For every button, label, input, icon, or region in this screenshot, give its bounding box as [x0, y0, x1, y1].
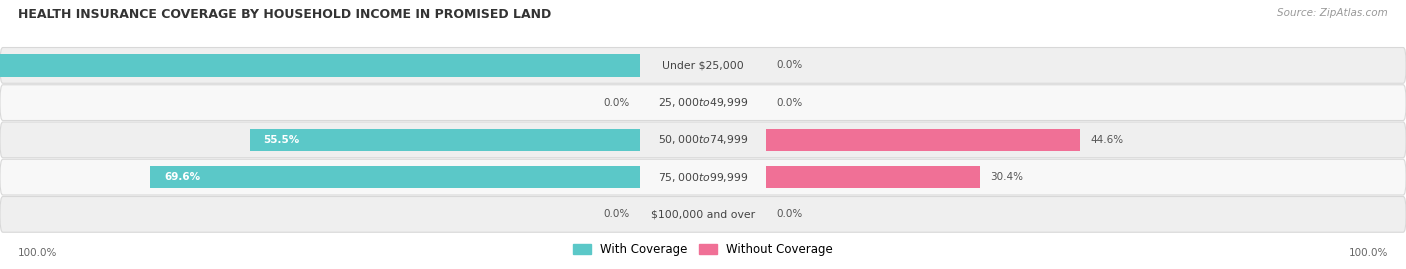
Text: $75,000 to $99,999: $75,000 to $99,999 — [658, 171, 748, 184]
Text: 69.6%: 69.6% — [165, 172, 201, 182]
FancyBboxPatch shape — [0, 159, 1406, 195]
Bar — [150, 166, 640, 188]
Text: $25,000 to $49,999: $25,000 to $49,999 — [658, 96, 748, 109]
Text: HEALTH INSURANCE COVERAGE BY HOUSEHOLD INCOME IN PROMISED LAND: HEALTH INSURANCE COVERAGE BY HOUSEHOLD I… — [18, 8, 551, 21]
FancyBboxPatch shape — [0, 122, 1406, 158]
Bar — [766, 166, 980, 188]
Text: 0.0%: 0.0% — [778, 209, 803, 220]
Text: 30.4%: 30.4% — [990, 172, 1024, 182]
FancyBboxPatch shape — [0, 85, 1406, 121]
Text: 100.0%: 100.0% — [18, 248, 58, 258]
Text: 0.0%: 0.0% — [778, 60, 803, 70]
Text: Source: ZipAtlas.com: Source: ZipAtlas.com — [1277, 8, 1388, 18]
Bar — [0, 54, 640, 77]
FancyBboxPatch shape — [0, 48, 1406, 83]
FancyBboxPatch shape — [0, 196, 1406, 232]
Text: Under $25,000: Under $25,000 — [662, 60, 744, 70]
Text: 0.0%: 0.0% — [603, 209, 630, 220]
Text: 0.0%: 0.0% — [603, 98, 630, 108]
Legend: With Coverage, Without Coverage: With Coverage, Without Coverage — [568, 238, 838, 260]
Text: 100.0%: 100.0% — [1348, 248, 1388, 258]
Text: 0.0%: 0.0% — [778, 98, 803, 108]
Text: $100,000 and over: $100,000 and over — [651, 209, 755, 220]
Bar — [766, 129, 1080, 151]
Text: $50,000 to $74,999: $50,000 to $74,999 — [658, 133, 748, 146]
Text: 44.6%: 44.6% — [1091, 135, 1123, 145]
Bar — [250, 129, 640, 151]
Text: 55.5%: 55.5% — [264, 135, 299, 145]
